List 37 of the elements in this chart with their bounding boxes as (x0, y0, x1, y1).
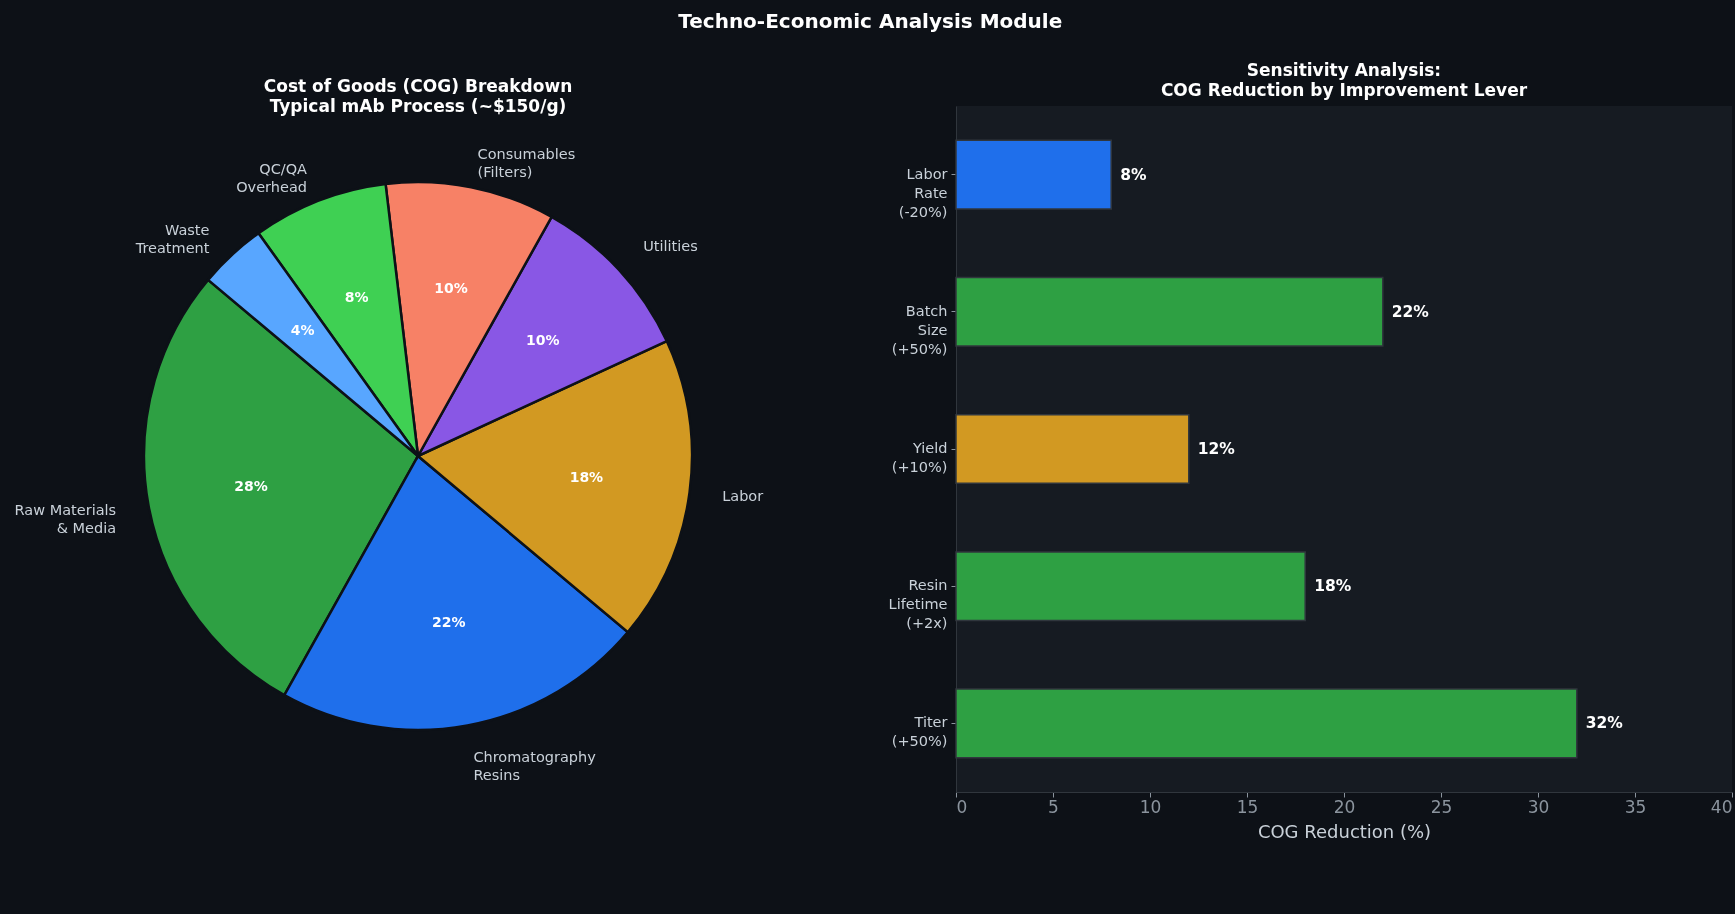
data-label: 22% (431, 614, 466, 631)
data-label: 18% (1314, 577, 1352, 596)
data-label: 32% (1585, 714, 1624, 733)
text: Techno-Economic Analysis Module (678, 9, 1063, 33)
x-tick-label: 0 (956, 796, 968, 817)
chart-title: Sensitivity Analysis: COG Reduction by Improvement Lever (1160, 60, 1528, 100)
slice-label: Raw Materials & Media (14, 502, 117, 537)
data-label: 28% (234, 477, 268, 494)
x-tick-label: 20 (1333, 796, 1356, 817)
data-label: 4% (290, 322, 315, 339)
data-label: 8% (344, 288, 369, 305)
data-label: 18% (569, 469, 604, 486)
chart-title: Cost of Goods (COG) Breakdown Typical mAb Process (~$150/g) (263, 76, 573, 116)
slice-label: Utilities (643, 238, 698, 255)
data-label: 22% (1391, 302, 1430, 321)
y-tick-label: Labor Rate (-20%) (898, 165, 948, 220)
x-tick-label: 10 (1139, 796, 1162, 817)
slice-label: Labor (722, 487, 764, 504)
x-tick-label: 5 (1048, 796, 1059, 817)
x-tick-label: 30 (1527, 796, 1550, 817)
x-axis-title: COG Reduction (%) (1257, 820, 1432, 842)
y-tick-label: Batch Size (+50%) (891, 302, 948, 357)
x-tick-label: 15 (1236, 796, 1259, 817)
y-tick-label: Resin Lifetime (+2x) (888, 577, 948, 632)
slice-label: QC/QA Overhead (236, 160, 308, 195)
x-tick-label: 35 (1624, 796, 1647, 817)
slice-label: Chromatography Resins (473, 748, 597, 783)
data-label: 10% (525, 331, 560, 348)
slice-label: Waste Treatment (134, 221, 210, 256)
slice-label: Consumables (Filters) (477, 145, 576, 180)
y-tick-label: Yield (+10%) (891, 440, 948, 475)
y-tick-label: Titer (+50%) (891, 714, 948, 750)
x-tick-label: 40 (1710, 796, 1733, 817)
data-label: 12% (1197, 440, 1236, 458)
data-label: 10% (434, 280, 468, 297)
x-tick-label: 25 (1430, 796, 1453, 817)
data-label: 8% (1120, 165, 1147, 184)
